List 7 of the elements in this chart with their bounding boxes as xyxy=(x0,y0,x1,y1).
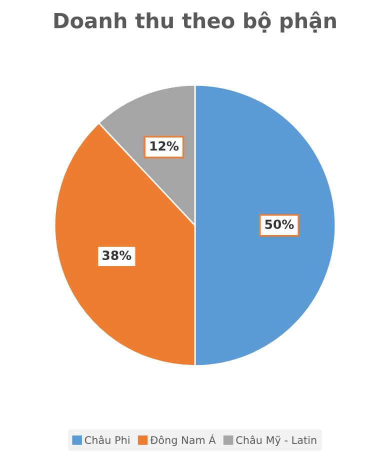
legend-label: Đông Nam Á xyxy=(150,434,216,446)
legend-label: Châu Phi xyxy=(84,436,130,444)
data-label: 12% xyxy=(150,141,179,151)
data-label: 50% xyxy=(265,220,294,230)
data-label: 38% xyxy=(102,250,132,260)
chart-title: Doanh thu theo bộ phận xyxy=(54,12,336,33)
legend-label: Châu Mỹ - Latin xyxy=(236,436,316,446)
